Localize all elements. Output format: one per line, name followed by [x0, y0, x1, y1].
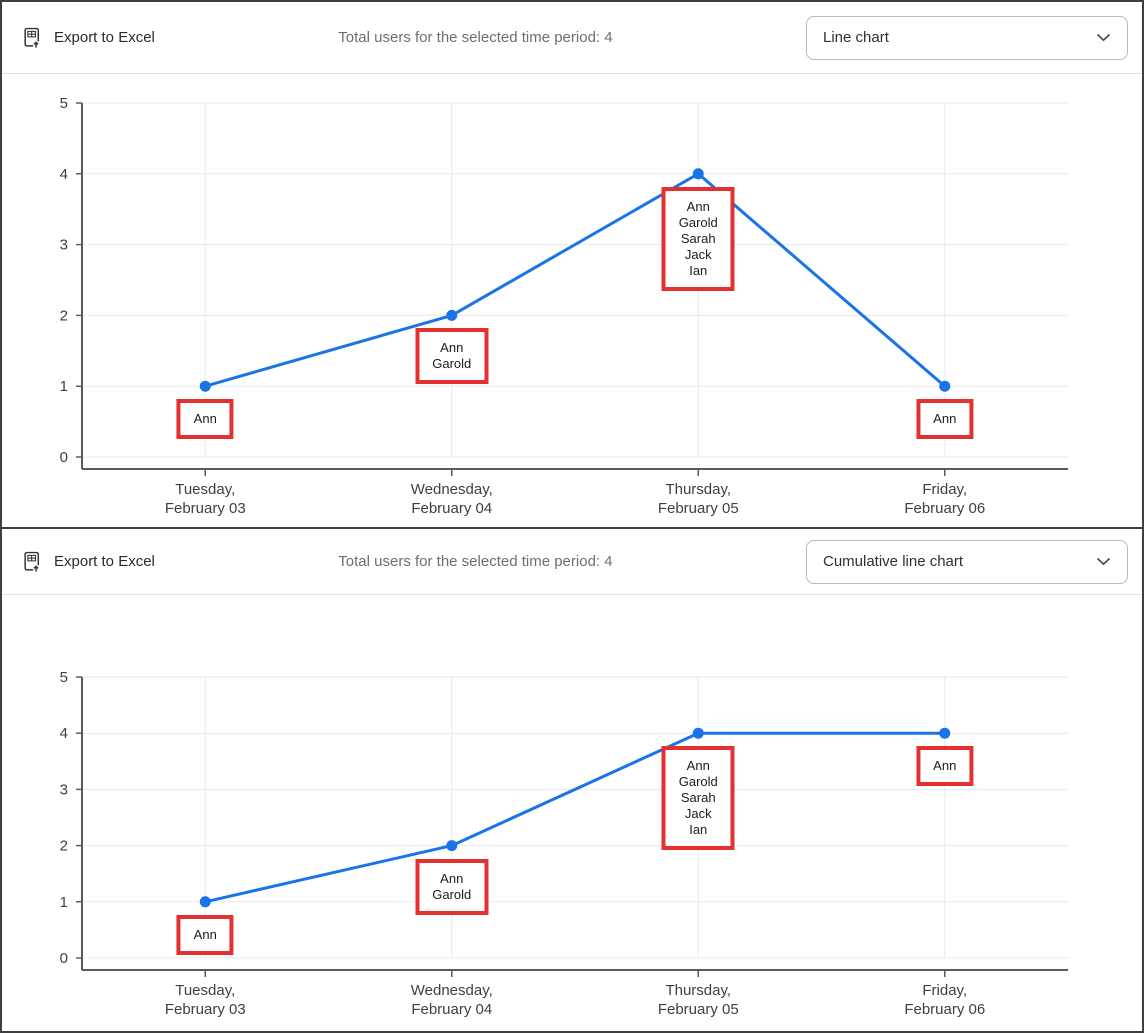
- y-tick-label: 3: [60, 237, 68, 254]
- data-point[interactable]: [446, 840, 458, 852]
- cumulative-line-chart-canvas: 0 1 2 3 4 5 Tuesday, February 03 Wednesday, Febru…: [60, 669, 1068, 1018]
- line-chart-canvas: 0 1 2 3 4 5 Tuesday, February 03 Wednesday, Febru…: [60, 95, 1068, 517]
- y-tick-label: 2: [60, 838, 68, 855]
- line-chart: 0 1 2 3 4 5 Tuesday, February 03 Wednesday, Febru…: [2, 74, 1142, 527]
- data-point[interactable]: [692, 168, 704, 180]
- x-tick-label: February 04: [411, 1001, 492, 1018]
- data-point[interactable]: [692, 727, 704, 739]
- export-table-icon: [22, 551, 43, 572]
- x-tick-label: February 03: [165, 500, 246, 517]
- x-tick-label: Thursday,: [665, 481, 731, 498]
- y-tick-label: 4: [60, 166, 68, 183]
- y-tick-label: 0: [60, 449, 68, 466]
- x-tick-label: Tuesday,: [175, 982, 235, 999]
- chart-type-select[interactable]: Line chart: [806, 15, 1128, 60]
- chart-type-selected-value: Cumulative line chart: [823, 553, 964, 570]
- y-tick-label: 5: [60, 95, 68, 112]
- data-line: [204, 172, 946, 388]
- x-tick-label: February 05: [658, 500, 739, 517]
- export-to-excel-button[interactable]: Export to Excel: [22, 27, 155, 48]
- data-point[interactable]: [199, 896, 211, 908]
- chart-header: Export to Excel Total users for the sele…: [2, 529, 1142, 595]
- total-users-text: Total users for the selected time period…: [338, 553, 613, 570]
- export-table-icon: [22, 27, 43, 48]
- chart-header: Export to Excel Total users for the sele…: [2, 2, 1142, 74]
- x-tick-label: Wednesday,: [411, 481, 493, 498]
- line-chart-panel: Export to Excel Total users for the sele…: [0, 0, 1144, 529]
- chevron-down-icon: [1096, 29, 1111, 46]
- export-button-label: Export to Excel: [54, 29, 155, 46]
- x-tick-label: February 03: [165, 1001, 246, 1018]
- x-tick-label: February 05: [658, 1001, 739, 1018]
- y-tick-label: 5: [60, 669, 68, 686]
- chart-type-select[interactable]: Cumulative line chart: [806, 539, 1128, 584]
- total-users-text: Total users for the selected time period…: [338, 29, 613, 46]
- data-point[interactable]: [446, 309, 458, 321]
- cumulative-line-chart: 0 1 2 3 4 5 Tuesday, February 03 Wednesday, Febru…: [2, 595, 1142, 1031]
- y-tick-label: 1: [60, 894, 68, 911]
- x-tick-label: Tuesday,: [175, 481, 235, 498]
- y-tick-label: 1: [60, 378, 68, 395]
- x-tick-label: February 06: [904, 500, 985, 517]
- y-tick-label: 2: [60, 307, 68, 324]
- y-tick-label: 3: [60, 781, 68, 798]
- data-point[interactable]: [939, 727, 951, 739]
- x-tick-label: Wednesday,: [411, 982, 493, 999]
- chart-type-selected-value: Line chart: [823, 29, 889, 46]
- x-tick-label: Thursday,: [665, 982, 731, 999]
- chevron-down-icon: [1096, 553, 1111, 570]
- y-tick-label: 4: [60, 725, 68, 742]
- cumulative-line-chart-panel: Export to Excel Total users for the sele…: [0, 527, 1144, 1033]
- data-line: [204, 731, 945, 904]
- x-tick-label: Friday,: [922, 481, 967, 498]
- x-tick-label: February 06: [904, 1001, 985, 1018]
- data-point[interactable]: [939, 380, 951, 392]
- x-tick-label: Friday,: [922, 982, 967, 999]
- x-tick-label: February 04: [411, 500, 492, 517]
- y-tick-label: 0: [60, 950, 68, 967]
- export-to-excel-button[interactable]: Export to Excel: [22, 551, 155, 572]
- export-button-label: Export to Excel: [54, 553, 155, 570]
- data-point[interactable]: [199, 380, 211, 392]
